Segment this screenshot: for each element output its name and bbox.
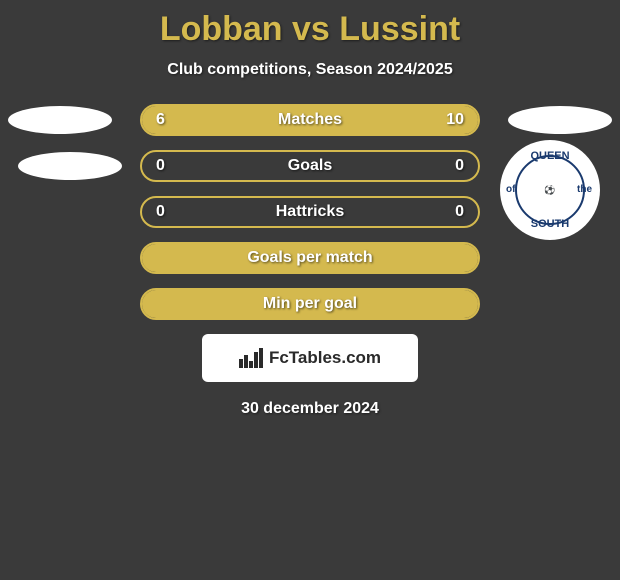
page-title: Lobban vs Lussint	[0, 0, 620, 49]
stats-container: 6 Matches 10 0 Goals 0 QUEEN of ⚽ the SO…	[0, 104, 620, 320]
stat-row-goals: 0 Goals 0 QUEEN of ⚽ the SOUTH	[0, 150, 620, 182]
badge-text-top: QUEEN	[530, 150, 569, 162]
stat-value-left: 0	[156, 203, 165, 221]
right-player-shape	[508, 106, 612, 134]
ellipse-icon	[508, 106, 612, 134]
stat-label: Goals	[288, 157, 332, 175]
left-player-shape	[18, 152, 122, 180]
logo-text: FcTables.com	[269, 348, 381, 368]
page-subtitle: Club competitions, Season 2024/2025	[0, 61, 620, 79]
stat-row-hattricks: 0 Hattricks 0	[0, 196, 620, 228]
stat-row-gpm: Goals per match	[0, 242, 620, 274]
stat-value-right: 0	[455, 157, 464, 175]
stat-bar: 0 Goals 0	[140, 150, 480, 182]
stat-label: Goals per match	[247, 249, 372, 267]
stat-value-right: 10	[446, 111, 464, 129]
stat-label: Hattricks	[276, 203, 344, 221]
stat-label: Matches	[278, 111, 342, 129]
ellipse-icon	[8, 106, 112, 134]
stat-row-matches: 6 Matches 10	[0, 104, 620, 136]
ellipse-icon	[18, 152, 122, 180]
bar-chart-icon	[239, 348, 263, 368]
stat-bar: 6 Matches 10	[140, 104, 480, 136]
stat-row-mpg: Min per goal	[0, 288, 620, 320]
badge-text-left: of	[506, 184, 515, 195]
logo-content: FcTables.com	[239, 348, 381, 368]
left-player-shape	[8, 106, 112, 134]
logo-box: FcTables.com	[202, 334, 418, 382]
stat-bar: Min per goal	[140, 288, 480, 320]
stat-label: Min per goal	[263, 295, 357, 313]
stat-value-left: 0	[156, 157, 165, 175]
stat-value-right: 0	[455, 203, 464, 221]
footer-date: 30 december 2024	[0, 400, 620, 418]
stat-bar: Goals per match	[140, 242, 480, 274]
stat-bar: 0 Hattricks 0	[140, 196, 480, 228]
badge-text-right: the	[577, 184, 592, 195]
stat-value-left: 6	[156, 111, 165, 129]
